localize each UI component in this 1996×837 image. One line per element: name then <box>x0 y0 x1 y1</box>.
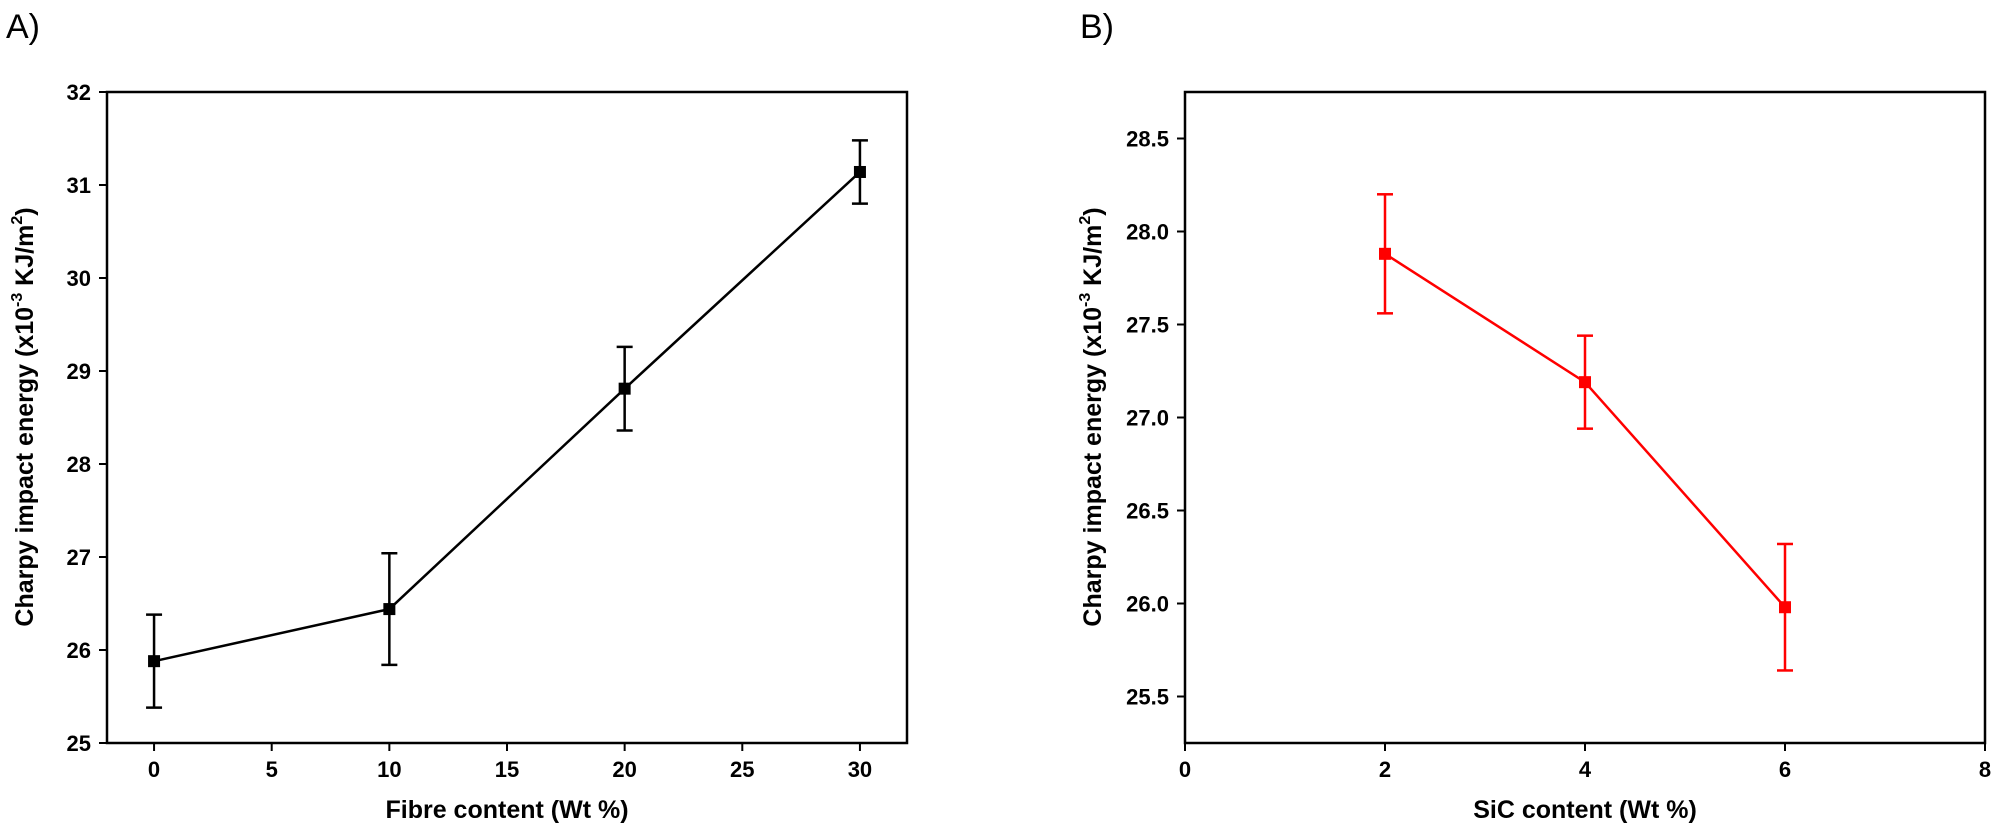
panel-b-y-axis-title-superscript: -3 <box>1077 293 1094 307</box>
panel-b-y-tick-label: 26.0 <box>1126 592 1169 617</box>
panel-b-y-tick-label: 28.5 <box>1126 127 1169 152</box>
panel-b-x-axis-title: SiC content (Wt %) <box>1473 796 1697 824</box>
panel-b-y-axis-title-part: KJ/m <box>1079 225 1107 293</box>
panel-a-x-tick-label: 10 <box>377 757 401 782</box>
panel-a-data-point <box>853 165 866 178</box>
panel-a-x-tick-label: 0 <box>148 757 160 782</box>
panel-a-ticks: 0 5 10 15 20 25 30 25 26 27 28 29 30 31 32 <box>67 80 873 782</box>
panel-a-x-tick-label: 5 <box>266 757 278 782</box>
panel-b-data-point <box>1779 601 1791 614</box>
panel-a-x-axis-title: Fibre content (Wt %) <box>385 796 628 824</box>
panel-b-ticks: 0 2 4 6 8 25.5 26.0 26.5 27.0 27.5 28.0 28.5 <box>1126 127 1991 783</box>
panel-b-y-tick-label: 27.5 <box>1126 313 1169 338</box>
panel-b-chart: B) 0 2 4 6 8 25.5 26.0 26.5 27.0 27.5 28.0 28.5 SiC… <box>1077 8 1991 824</box>
panel-a-y-axis-title-superscript: -3 <box>9 293 26 307</box>
panel-b-x-tick-label: 4 <box>1579 757 1592 782</box>
panel-b-y-tick-label: 27.0 <box>1126 406 1169 431</box>
panel-b-x-tick-label: 2 <box>1379 757 1391 782</box>
panel-a-marks <box>146 139 868 709</box>
panel-b-marks <box>1377 193 1793 672</box>
panel-b-label: B) <box>1080 8 1114 46</box>
panel-a-label: A) <box>6 8 40 46</box>
panel-a-data-point <box>618 382 631 395</box>
panel-a-x-tick-label: 25 <box>730 757 754 782</box>
panel-a-x-tick-label: 20 <box>612 757 636 782</box>
panel-b-x-tick-label: 6 <box>1779 757 1791 782</box>
panel-a-series-line <box>153 171 861 663</box>
panel-b-data-point <box>1379 247 1391 260</box>
panel-a-chart: A) 0 5 10 15 20 25 30 25 26 27 28 29 30 31 32 Fibre co… <box>6 8 909 824</box>
panel-b-series-line <box>1384 252 1786 609</box>
panel-a-y-tick-label: 26 <box>67 638 91 663</box>
panel-b-y-axis-title: Charpy impact energy (x10-3 KJ/m2) <box>1077 207 1107 626</box>
panel-b-y-axis-title-part: ) <box>1079 207 1107 215</box>
panel-b-x-tick-label: 8 <box>1979 757 1991 782</box>
panel-a-y-tick-label: 32 <box>67 80 91 105</box>
panel-b-x-tick-label: 0 <box>1179 757 1191 782</box>
panel-a-data-point <box>148 655 161 668</box>
panel-b-y-tick-label: 28.0 <box>1126 220 1169 245</box>
panel-a-y-axis-title: Charpy impact energy (x10-3 KJ/m2) <box>9 207 39 626</box>
panel-a-y-axis-title-superscript: 2 <box>9 216 26 225</box>
panel-b-y-tick-label: 25.5 <box>1126 685 1169 710</box>
panel-a-x-tick-label: 15 <box>495 757 519 782</box>
panel-b-data-point <box>1579 376 1591 389</box>
panel-a-y-tick-label: 27 <box>67 545 91 570</box>
panel-b-y-axis-title-part: Charpy impact energy (x10 <box>1079 307 1107 627</box>
panel-a-y-axis-title-part: KJ/m <box>11 225 39 293</box>
panel-b-y-axis-title-superscript: 2 <box>1077 216 1094 225</box>
panel-a-y-tick-label: 31 <box>67 173 91 198</box>
panel-a-y-tick-label: 29 <box>67 359 91 384</box>
panel-a-y-tick-label: 25 <box>67 731 91 756</box>
panel-a-y-axis-title-part: ) <box>11 207 39 215</box>
panel-a-y-axis-title-part: Charpy impact energy (x10 <box>11 307 39 627</box>
panel-a-x-tick-label: 30 <box>848 757 872 782</box>
panel-a-y-tick-label: 30 <box>67 266 91 291</box>
panel-a-data-point <box>383 603 396 616</box>
panel-b-y-tick-label: 26.5 <box>1126 499 1169 524</box>
panel-a-y-tick-label: 28 <box>67 452 91 477</box>
